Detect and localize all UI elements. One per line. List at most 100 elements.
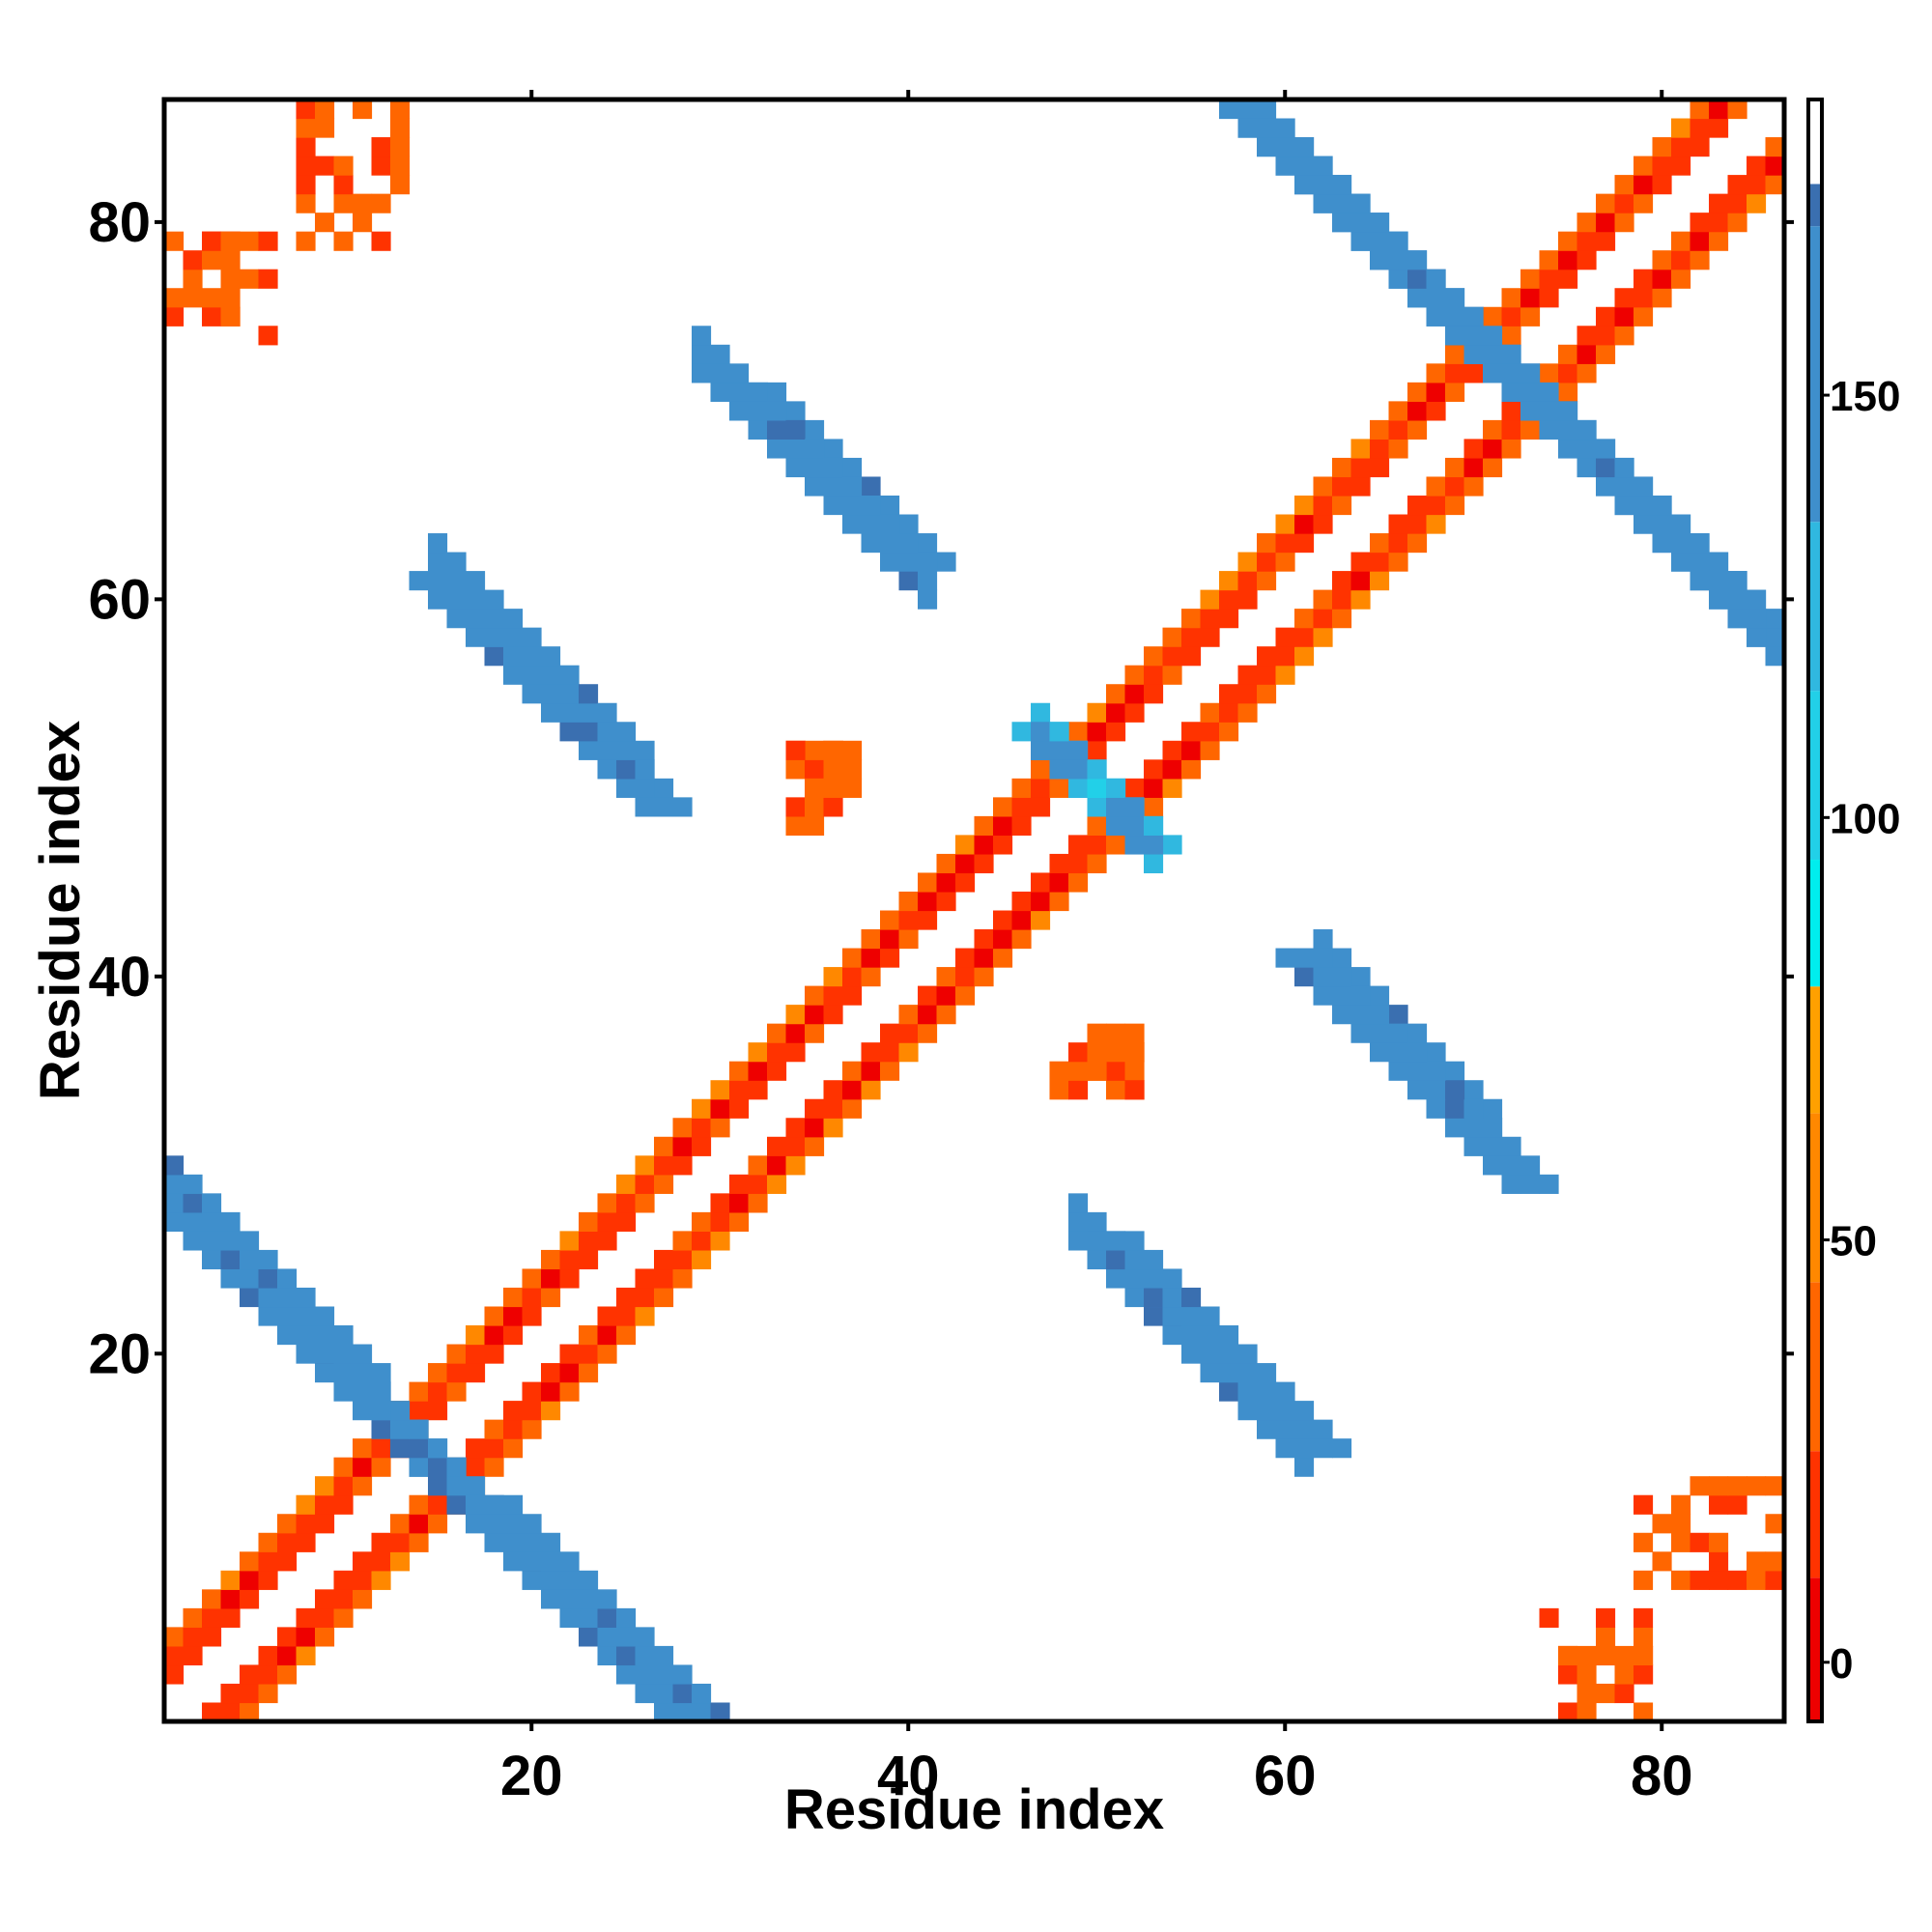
heatmap-cell xyxy=(202,250,222,270)
heatmap-cell xyxy=(692,344,712,364)
heatmap-cell xyxy=(898,910,919,930)
heatmap-cell xyxy=(559,665,580,685)
heatmap-cell xyxy=(898,571,919,591)
heatmap-cell xyxy=(1747,589,1767,610)
heatmap-cell xyxy=(296,193,316,213)
heatmap-cell xyxy=(428,1514,448,1534)
heatmap-cell xyxy=(579,1344,599,1364)
heatmap-cell xyxy=(333,1363,354,1383)
heatmap-cell xyxy=(1031,759,1051,780)
heatmap-cell xyxy=(1463,439,1484,459)
heatmap-cell xyxy=(785,815,806,837)
x-tick-label: 80 xyxy=(1631,1745,1693,1807)
heatmap-cell xyxy=(1614,1664,1634,1685)
heatmap-cell xyxy=(353,1476,373,1496)
heatmap-cell xyxy=(466,1325,486,1346)
heatmap-cell xyxy=(371,1570,391,1590)
heatmap-cell xyxy=(296,1344,316,1364)
heatmap-cell xyxy=(974,853,994,874)
heatmap-cell xyxy=(428,1438,448,1459)
heatmap-cell xyxy=(1463,1136,1484,1156)
heatmap-cell xyxy=(1313,514,1333,534)
heatmap-cell xyxy=(1671,137,1691,157)
heatmap-cell xyxy=(1558,1664,1578,1685)
heatmap-cell xyxy=(1257,646,1277,667)
heatmap-cell xyxy=(1596,231,1616,251)
heatmap-cell xyxy=(390,137,411,157)
heatmap-cell xyxy=(240,1664,260,1685)
heatmap-cell xyxy=(1106,1268,1126,1289)
heatmap-cell xyxy=(353,193,373,213)
heatmap-cell xyxy=(654,1136,674,1156)
heatmap-cell xyxy=(692,1683,712,1704)
heatmap-cell xyxy=(993,910,1013,930)
heatmap-cell xyxy=(616,1645,637,1666)
heatmap-cell xyxy=(785,439,806,459)
heatmap-cell xyxy=(559,1381,580,1402)
heatmap-cell xyxy=(466,1457,486,1477)
heatmap-cell xyxy=(1237,1363,1258,1383)
heatmap-cell xyxy=(446,1381,467,1402)
heatmap-cell xyxy=(277,1514,298,1534)
heatmap-cell xyxy=(880,495,900,516)
heatmap-cell xyxy=(371,137,391,157)
heatmap-cell xyxy=(446,1363,467,1383)
heatmap-cell xyxy=(258,269,278,289)
heatmap-cell xyxy=(333,1457,354,1477)
heatmap-cell xyxy=(1407,419,1428,440)
heatmap-cell xyxy=(654,778,674,798)
heatmap-cell xyxy=(390,99,411,120)
heatmap-cell xyxy=(240,1287,260,1308)
y-tick-label: 60 xyxy=(88,568,151,631)
heatmap-cell xyxy=(333,1381,354,1402)
heatmap-cell xyxy=(1445,326,1465,346)
heatmap-cell xyxy=(1596,476,1616,497)
heatmap-cell xyxy=(748,1080,768,1100)
colorbar-band xyxy=(1808,1451,1822,1578)
heatmap-cell xyxy=(1539,1174,1559,1194)
heatmap-cell xyxy=(1313,476,1333,497)
heatmap-cell xyxy=(1634,156,1654,176)
heatmap-cell xyxy=(1332,1005,1352,1025)
heatmap-cell xyxy=(446,1476,467,1496)
heatmap-cell xyxy=(918,910,938,930)
heatmap-cell xyxy=(1257,684,1277,704)
heatmap-cell xyxy=(428,589,448,610)
heatmap-cell xyxy=(1370,1005,1390,1025)
heatmap-cell xyxy=(616,1211,637,1232)
heatmap-cell xyxy=(918,872,938,893)
heatmap-cell xyxy=(296,1494,316,1515)
heatmap-cell xyxy=(1501,1155,1521,1176)
heatmap-cell xyxy=(1087,740,1107,760)
heatmap-cell xyxy=(409,1532,429,1552)
heatmap-cell xyxy=(541,1249,561,1270)
heatmap-cell xyxy=(1652,156,1672,176)
heatmap-cell xyxy=(710,1231,730,1251)
heatmap-cell xyxy=(1068,722,1089,742)
heatmap-cell xyxy=(1106,1231,1126,1251)
heatmap-cell xyxy=(353,1438,373,1459)
heatmap-cell xyxy=(428,1457,448,1477)
heatmap-cell xyxy=(1634,175,1654,195)
heatmap-cell xyxy=(1106,778,1126,798)
heatmap-cell xyxy=(1407,382,1428,402)
heatmap-cell xyxy=(861,929,881,950)
heatmap-cell xyxy=(898,891,919,912)
heatmap-cell xyxy=(654,1249,674,1270)
heatmap-cell xyxy=(635,1174,655,1194)
heatmap-cell xyxy=(918,985,938,1006)
heatmap-cell xyxy=(635,778,655,798)
heatmap-cell xyxy=(202,1607,222,1628)
heatmap-cell xyxy=(1577,213,1597,233)
heatmap-cell xyxy=(296,137,316,157)
heatmap-cell xyxy=(1332,495,1352,516)
heatmap-cell xyxy=(1087,1231,1107,1251)
heatmap-cell xyxy=(1483,344,1503,364)
heatmap-cell xyxy=(1709,1476,1729,1496)
heatmap-cell xyxy=(1709,571,1729,591)
heatmap-cell xyxy=(1294,156,1315,176)
heatmap-cell xyxy=(805,1005,825,1025)
heatmap-cell xyxy=(559,722,580,742)
heatmap-cell xyxy=(616,1627,637,1647)
heatmap-cell xyxy=(220,288,241,308)
